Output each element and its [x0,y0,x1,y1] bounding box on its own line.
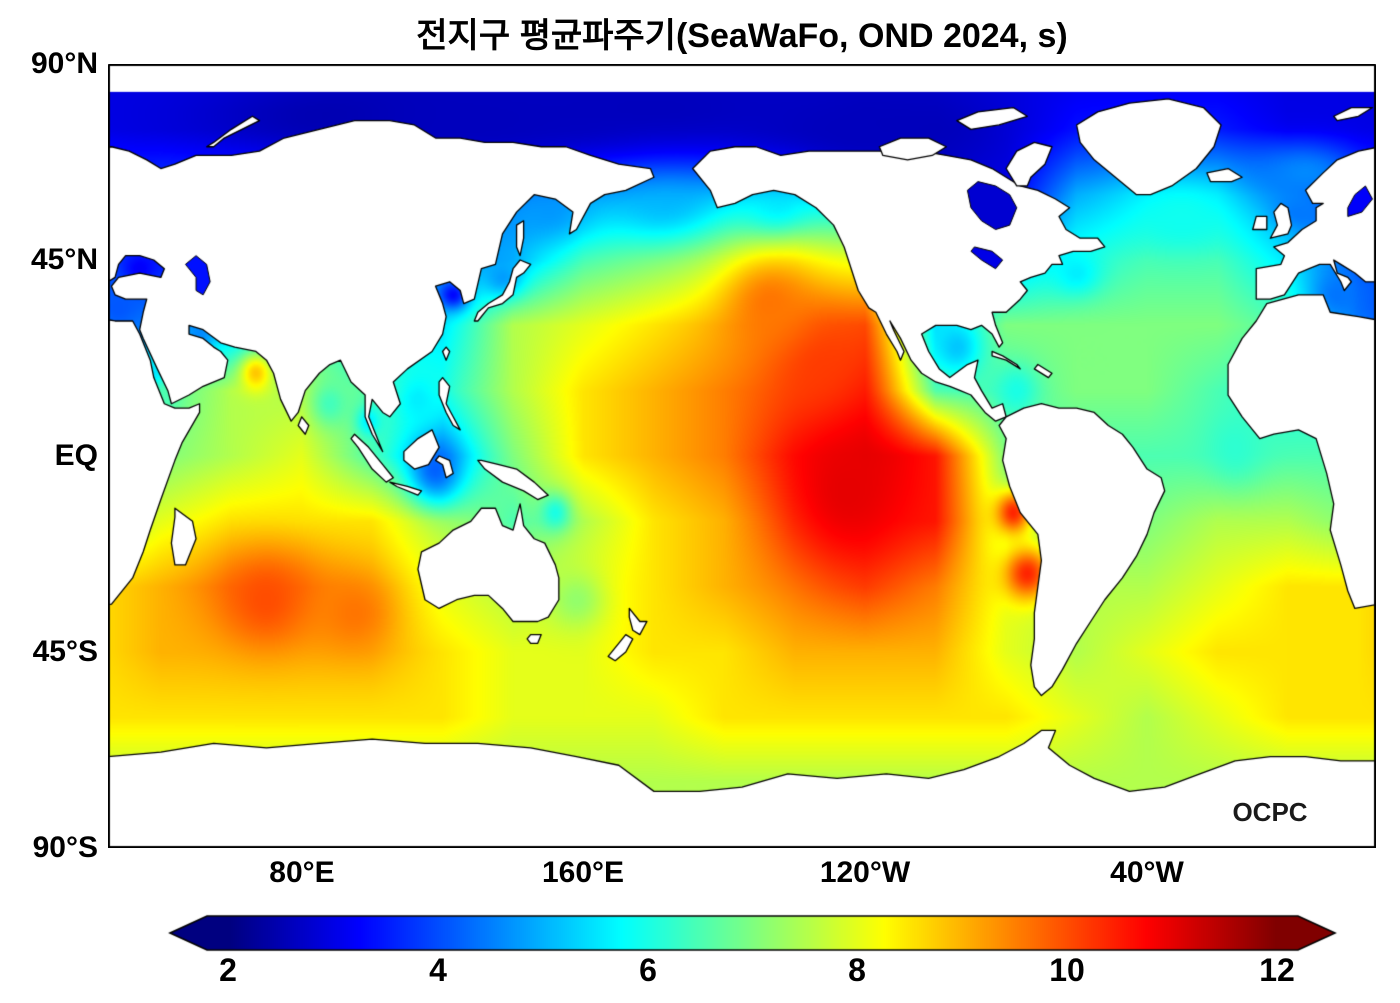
colorbar-tick-12: 12 [1259,952,1295,988]
y-tick-eq: EQ [54,439,98,472]
map-canvas [108,64,1376,848]
y-tick-45s: 45°S [32,635,98,668]
colorbar-tick-2: 2 [219,952,237,988]
x-tick-40w: 40°W [1110,856,1184,889]
y-tick-90s: 90°S [32,831,98,864]
watermark-ocpc: OCPC [1232,797,1308,827]
x-tick-80e: 80°E [269,856,335,889]
colorbar-tick-10: 10 [1049,952,1085,988]
y-tick-90n: 90°N [30,47,98,80]
x-tick-160e: 160°E [541,856,625,889]
y-tick-45n: 45°N [30,243,98,276]
colorbar [160,912,1345,956]
colorbar-tick-6: 6 [639,952,657,988]
colorbar-tick-8: 8 [848,952,866,988]
chart-title: 전지구 평균파주기(SeaWaFo, OND 2024, s) [416,17,1068,55]
colorbar-tick-4: 4 [429,952,447,988]
x-tick-120w: 120°W [819,856,911,889]
